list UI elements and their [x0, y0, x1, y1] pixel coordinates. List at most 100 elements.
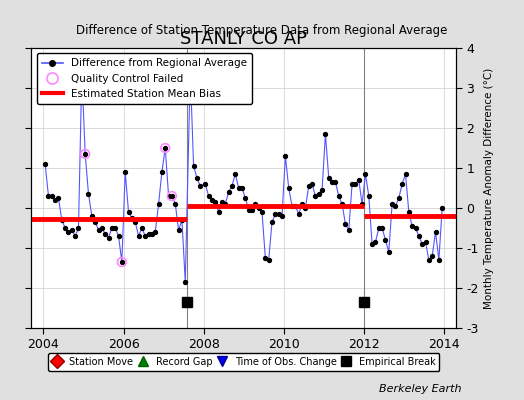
- Point: [84, 191, 93, 197]
- Point: [97, 225, 106, 231]
- Point: [145, 231, 153, 237]
- Point: [248, 207, 256, 213]
- Point: [121, 169, 129, 175]
- Point: [221, 201, 230, 207]
- Point: [321, 131, 330, 137]
- Point: [94, 227, 103, 233]
- Point: [174, 227, 183, 233]
- Point: [378, 225, 386, 231]
- Text: Difference of Station Temperature Data from Regional Average: Difference of Station Temperature Data f…: [77, 24, 447, 37]
- Point: [211, 199, 220, 205]
- Point: [134, 233, 143, 239]
- Point: [131, 219, 139, 225]
- Point: [324, 175, 333, 181]
- Point: [161, 145, 169, 151]
- Point: [68, 227, 76, 233]
- Point: [118, 259, 126, 265]
- Point: [281, 153, 290, 159]
- Point: [365, 193, 373, 199]
- Point: [234, 185, 243, 191]
- Point: [258, 209, 266, 215]
- Point: [414, 233, 423, 239]
- Point: [168, 193, 176, 199]
- Point: [358, 201, 366, 207]
- Point: [368, 241, 376, 247]
- Point: [74, 225, 83, 231]
- Point: [208, 197, 216, 203]
- Point: [168, 193, 176, 199]
- Point: [204, 193, 213, 199]
- Point: [411, 225, 420, 231]
- Point: [265, 257, 273, 263]
- Point: [278, 213, 286, 219]
- Point: [438, 205, 446, 211]
- Point: [101, 231, 110, 237]
- Point: [245, 207, 253, 213]
- Point: [431, 229, 440, 235]
- Point: [318, 187, 326, 193]
- Point: [158, 169, 166, 175]
- Point: [291, 203, 300, 209]
- Point: [111, 225, 119, 231]
- Point: [193, 175, 201, 181]
- Point: [345, 227, 353, 233]
- Point: [268, 219, 276, 225]
- Point: [351, 181, 359, 187]
- Point: [418, 241, 427, 247]
- Point: [64, 229, 73, 235]
- Point: [361, 171, 369, 177]
- Point: [372, 239, 380, 245]
- Point: [165, 193, 173, 199]
- Point: [61, 225, 69, 231]
- Point: [78, 69, 86, 75]
- Point: [141, 233, 149, 239]
- Point: [228, 183, 236, 189]
- Point: [288, 203, 296, 209]
- Point: [381, 237, 390, 243]
- Point: [44, 193, 52, 199]
- Point: [375, 225, 383, 231]
- Point: [78, 69, 86, 75]
- Point: [401, 171, 410, 177]
- Point: [155, 201, 163, 207]
- Point: [148, 231, 156, 237]
- Point: [331, 179, 340, 185]
- Point: [214, 209, 223, 215]
- Point: [104, 235, 113, 241]
- Point: [408, 223, 417, 229]
- Point: [178, 217, 186, 223]
- Point: [355, 177, 363, 183]
- Point: [314, 191, 323, 197]
- Point: [171, 201, 179, 207]
- Point: [348, 181, 356, 187]
- Point: [186, 69, 194, 75]
- Point: [71, 233, 79, 239]
- Point: [395, 195, 403, 201]
- Point: [428, 253, 436, 259]
- Point: [231, 171, 239, 177]
- Point: [424, 257, 433, 263]
- Point: [388, 201, 396, 207]
- Point: [196, 183, 204, 189]
- Point: [189, 163, 198, 169]
- Point: [328, 179, 336, 185]
- Point: [301, 205, 310, 211]
- Point: [81, 151, 90, 157]
- Point: [48, 193, 56, 199]
- Point: [334, 193, 343, 199]
- Point: [421, 239, 430, 245]
- Point: [391, 203, 400, 209]
- Point: [298, 201, 306, 207]
- Point: [251, 201, 259, 207]
- Point: [341, 221, 350, 227]
- Point: [238, 185, 246, 191]
- Point: [311, 193, 320, 199]
- Point: [218, 199, 226, 205]
- Point: [124, 209, 133, 215]
- Point: [41, 161, 49, 167]
- Point: [241, 195, 249, 201]
- Point: [294, 211, 303, 217]
- Point: [201, 181, 210, 187]
- Point: [338, 201, 346, 207]
- Point: [398, 181, 406, 187]
